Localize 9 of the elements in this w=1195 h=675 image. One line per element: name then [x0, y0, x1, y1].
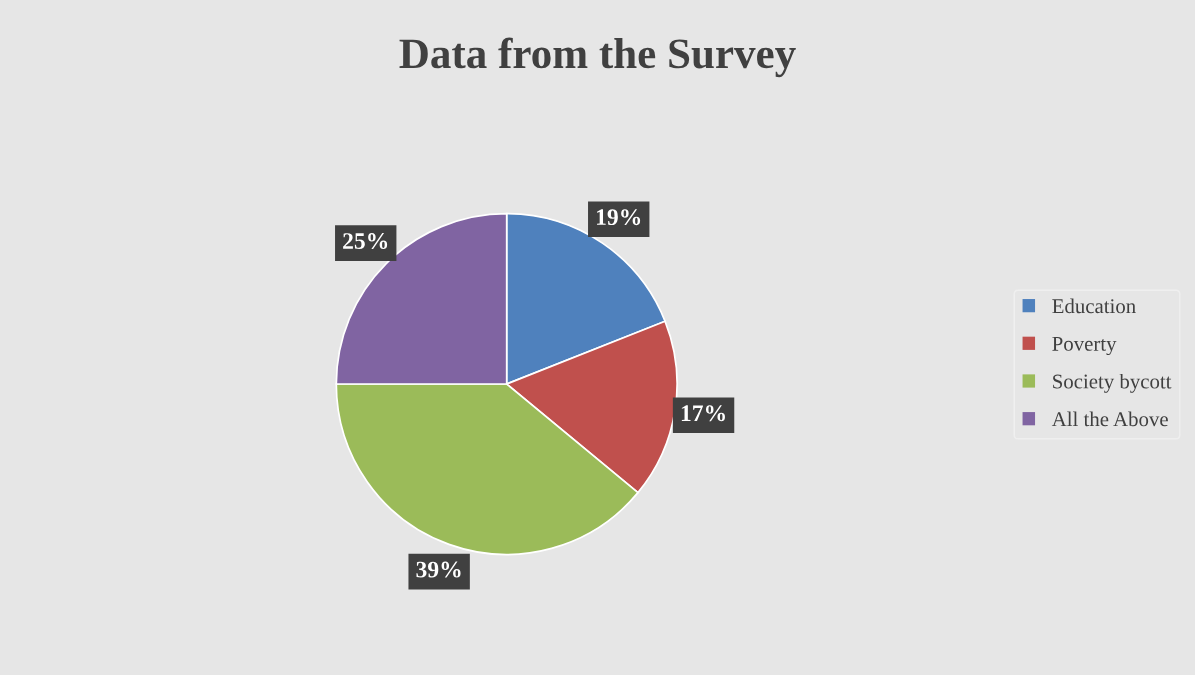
data-label: 17%	[681, 405, 725, 422]
legend-label: Education	[1052, 298, 1136, 314]
data-label: 39%	[416, 561, 461, 578]
legend-label: Society bycott	[1053, 373, 1172, 393]
legend-label: Poverty	[1052, 336, 1117, 356]
data-label: 25%	[343, 233, 388, 250]
chart-title: Data from the Survey	[399, 37, 796, 78]
data-label: 19%	[597, 209, 641, 226]
legend-label: All the Above	[1051, 411, 1168, 427]
